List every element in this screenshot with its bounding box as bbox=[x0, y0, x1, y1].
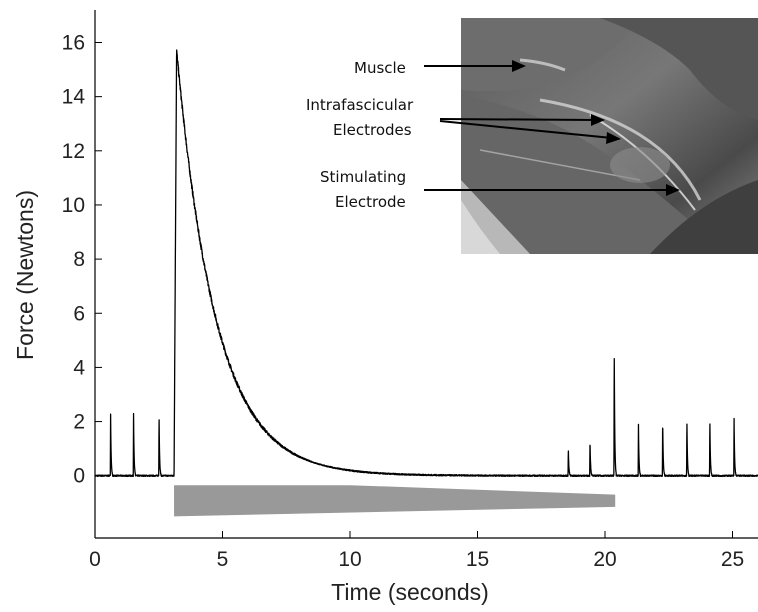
ticks-layer: 0 2 4 6 8 10 12 14 16 0 5 10 15 20 25 bbox=[62, 31, 745, 571]
y-tick-label: 14 bbox=[62, 86, 86, 109]
x-axis-label: Time (seconds) bbox=[331, 579, 489, 605]
label-intrafascicular: Intrafascicular bbox=[306, 96, 414, 114]
y-tick-label: 6 bbox=[73, 302, 85, 325]
arrowhead-intra-1 bbox=[591, 114, 605, 126]
y-tick-label: 0 bbox=[73, 465, 85, 488]
x-tick-label: 0 bbox=[89, 548, 101, 571]
label-electrodes: Electrodes bbox=[333, 121, 412, 139]
arrowhead-stimulating bbox=[666, 184, 680, 196]
trace-layer bbox=[95, 49, 758, 478]
arrowhead-muscle bbox=[512, 60, 526, 72]
inset-annotations: Muscle Intrafascicular Electrodes Stimul… bbox=[306, 59, 680, 211]
arrow-intra-1 bbox=[439, 118, 597, 121]
label-muscle: Muscle bbox=[354, 59, 406, 77]
label-stimulating: Stimulating bbox=[320, 168, 406, 186]
stimulus-bar bbox=[174, 485, 616, 517]
x-tick-label: 5 bbox=[217, 548, 229, 571]
stimulus-bar-layer bbox=[174, 485, 616, 517]
y-tick-label: 10 bbox=[62, 194, 85, 217]
x-tick-label: 10 bbox=[338, 548, 361, 571]
x-tick-label: 15 bbox=[466, 548, 489, 571]
y-tick-label: 16 bbox=[62, 31, 85, 54]
y-tick-label: 4 bbox=[73, 356, 85, 379]
y-tick-label: 2 bbox=[73, 411, 85, 434]
force-trace-line bbox=[95, 49, 758, 478]
x-tick-label: 20 bbox=[593, 548, 616, 571]
x-tick-label: 25 bbox=[721, 548, 744, 571]
y-tick-label: 12 bbox=[62, 140, 85, 163]
arrowhead-intra-2 bbox=[606, 132, 621, 144]
arrow-intra-2 bbox=[439, 120, 613, 139]
label-electrode: Electrode bbox=[335, 193, 406, 211]
y-tick-label: 8 bbox=[73, 248, 85, 271]
y-axis-label: Force (Newtons) bbox=[12, 190, 38, 360]
